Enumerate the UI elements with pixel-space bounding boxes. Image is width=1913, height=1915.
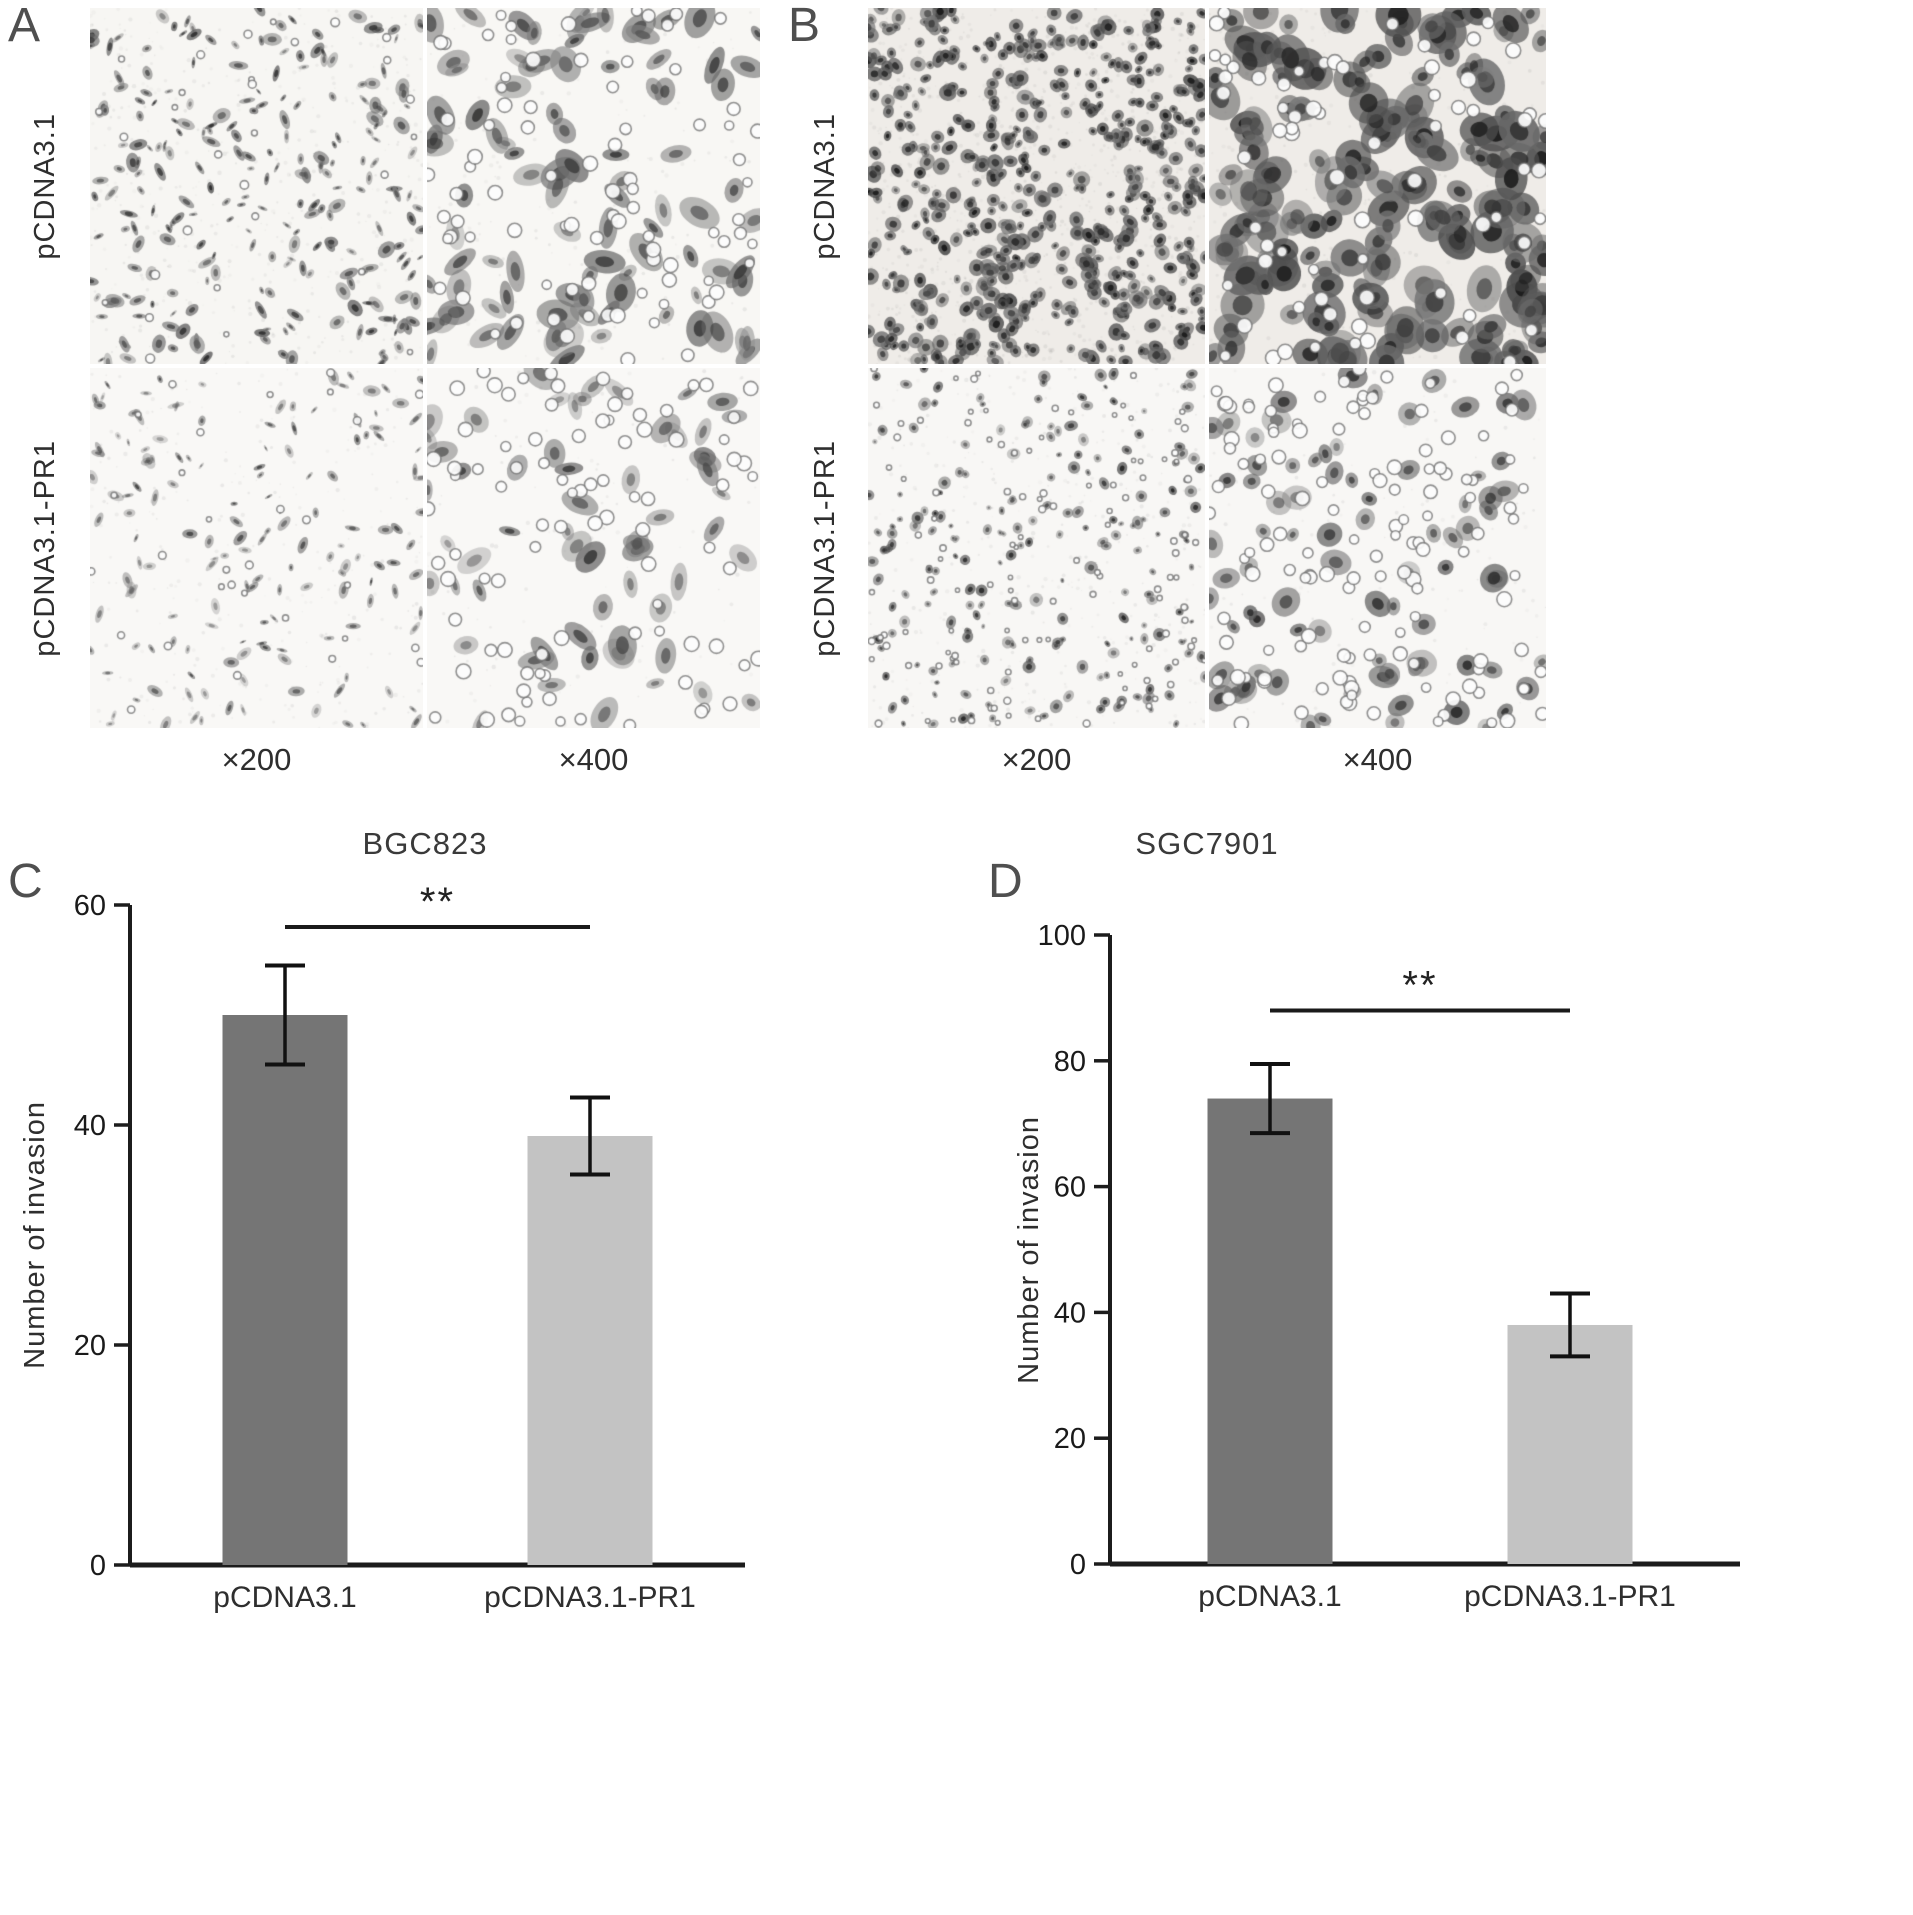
x-category-label: pCDNA3.1 xyxy=(1198,1580,1341,1613)
micrograph-b-pcdna31-x200 xyxy=(868,8,1205,364)
micrograph-b-pcdna31-pr1-x400 xyxy=(1209,368,1546,728)
row-label-text: pCDNA3.1-PR1 xyxy=(808,439,841,657)
y-tick-label: 20 xyxy=(74,1330,106,1362)
x-category-label: pCDNA3.1 xyxy=(213,1581,356,1614)
micrograph-a-pcdna31-x200 xyxy=(90,8,423,364)
significance-stars: ** xyxy=(1402,963,1437,1007)
y-tick-label: 80 xyxy=(1054,1046,1086,1078)
y-tick-label: 40 xyxy=(74,1110,106,1142)
micrograph-a-pcdna31-x400 xyxy=(427,8,760,364)
bar-pCDNA3.1 xyxy=(222,1015,348,1565)
chart-d-svg: 0 20 40 60 80 100 pCDNA3.1 pCDNA3.1-PR1 ** xyxy=(1038,920,1740,1613)
magnification-label-b-200: ×200 xyxy=(1001,742,1072,777)
y-tick-label: 60 xyxy=(74,890,106,922)
row-label-b-pcdna31-pr1: pCDNA3.1-PR1 xyxy=(804,368,846,728)
y-tick-label: 0 xyxy=(1070,1549,1086,1581)
bar-chart-sgc7901: Number of invasion 0 20 40 60 80 100 pCDNA3.1 p… xyxy=(980,880,1913,1915)
panel-a-letter: A xyxy=(8,0,41,52)
micrograph-b-pcdna31-x400 xyxy=(1209,8,1546,364)
panel-b-letter: B xyxy=(788,0,821,52)
bar-pCDNA3.1-PR1 xyxy=(527,1136,653,1565)
y-tick-label: 60 xyxy=(1054,1172,1086,1204)
chart-title-bgc823: BGC823 xyxy=(362,826,488,861)
panel-d-letter: D xyxy=(988,855,1023,908)
row-label-a-pcdna31-pr1: pCDNA3.1-PR1 xyxy=(24,368,66,728)
chart-title-sgc7901: SGC7901 xyxy=(1135,826,1279,861)
x-category-label: pCDNA3.1-PR1 xyxy=(1464,1580,1676,1613)
micrograph-a-pcdna31-pr1-x400 xyxy=(427,368,760,728)
y-tick-label: 40 xyxy=(1054,1297,1086,1329)
panel-c-letter: C xyxy=(8,855,43,908)
micrograph-a-pcdna31-pr1-x200 xyxy=(90,368,423,728)
magnification-label-b-400: ×400 xyxy=(1342,742,1413,777)
y-tick-label: 100 xyxy=(1038,920,1086,952)
x-category-label: pCDNA3.1-PR1 xyxy=(484,1581,696,1614)
chart-c-svg: 0 20 40 60 pCDNA3.1 pCDNA3.1-PR1 ** xyxy=(74,880,745,1614)
bar-pCDNA3.1-PR1 xyxy=(1507,1324,1633,1564)
micrograph-b-pcdna31-pr1-x200 xyxy=(868,368,1205,728)
row-label-text: pCDNA3.1 xyxy=(28,112,61,260)
bar-chart-bgc823: Number of invasion 0 20 40 60 pCDNA3.1 pCDNA3… xyxy=(0,880,960,1915)
magnification-label-a-400: ×400 xyxy=(558,742,629,777)
row-label-text: pCDNA3.1-PR1 xyxy=(28,439,61,657)
y-tick-label: 20 xyxy=(1054,1423,1086,1455)
y-tick-label: 0 xyxy=(90,1550,106,1582)
row-label-a-pcdna31: pCDNA3.1 xyxy=(24,8,66,364)
row-label-b-pcdna31: pCDNA3.1 xyxy=(804,8,846,364)
row-label-text: pCDNA3.1 xyxy=(808,112,841,260)
significance-stars: ** xyxy=(420,880,455,924)
bar-pCDNA3.1 xyxy=(1207,1098,1333,1564)
magnification-label-a-200: ×200 xyxy=(221,742,292,777)
